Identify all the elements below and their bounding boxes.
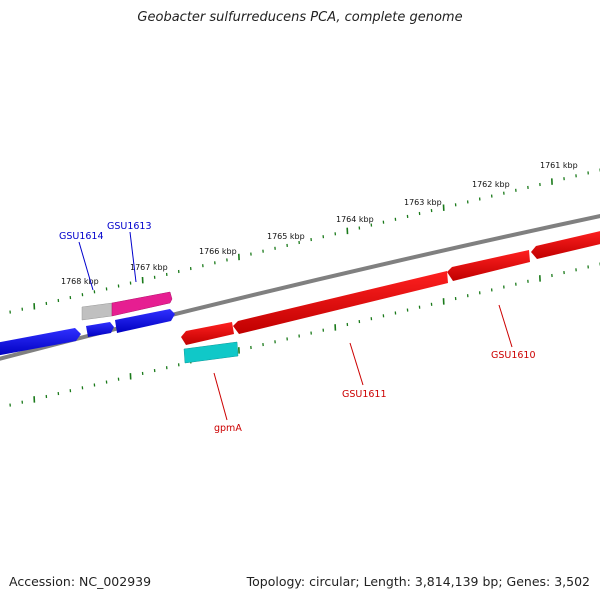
scale-label-1766: 1766 kbp: [199, 247, 237, 256]
scale-label-1763: 1763 kbp: [404, 198, 442, 207]
gene-blue-left[interactable]: [0, 328, 81, 356]
scale-label-1761: 1761 kbp: [540, 161, 578, 170]
scale-label-1762: 1762 kbp: [472, 180, 510, 189]
genome-backbone: [0, 214, 600, 361]
outer-scale-ticks: [9, 168, 600, 314]
gene-label-GSU1614: GSU1614: [59, 231, 104, 242]
label-line-GSU1610: [498, 304, 513, 348]
label-line-GSU1614: [78, 241, 94, 291]
gene-GSU1611[interactable]: [233, 271, 448, 334]
scale-label-1768: 1768 kbp: [61, 277, 99, 286]
scale-label-1767: 1767 kbp: [130, 263, 168, 272]
scale-label-1764: 1764 kbp: [336, 215, 374, 224]
gene-GSU1613[interactable]: [111, 291, 173, 317]
label-line-GSU1611: [349, 342, 364, 386]
gene-GSU1610[interactable]: [447, 250, 530, 281]
gene-label-GSU1613: GSU1613: [107, 221, 152, 232]
gene-gpmA[interactable]: [183, 341, 239, 364]
scale-label-1765: 1765 kbp: [267, 232, 305, 241]
label-line-GSU1613: [129, 231, 137, 283]
map-title: Geobacter sulfurreducens PCA, complete g…: [137, 10, 463, 25]
gene-label-GSU1611: GSU1611: [342, 389, 387, 400]
gene-label-gpmA: gpmA: [214, 423, 242, 434]
accession-text: Accession: NC_002939: [9, 574, 152, 589]
inner-scale-ticks: [9, 262, 600, 407]
gene-red-right[interactable]: [531, 230, 600, 259]
gene-blue-small[interactable]: [86, 322, 114, 337]
genome-stats-text: Topology: circular; Length: 3,814,139 bp…: [246, 574, 590, 589]
label-line-gpmA: [213, 372, 228, 421]
gene-blue-mid[interactable]: [115, 309, 175, 333]
gene-red-small[interactable]: [181, 322, 234, 345]
gene-label-GSU1610: GSU1610: [491, 350, 536, 361]
gene-gray[interactable]: [81, 302, 113, 321]
